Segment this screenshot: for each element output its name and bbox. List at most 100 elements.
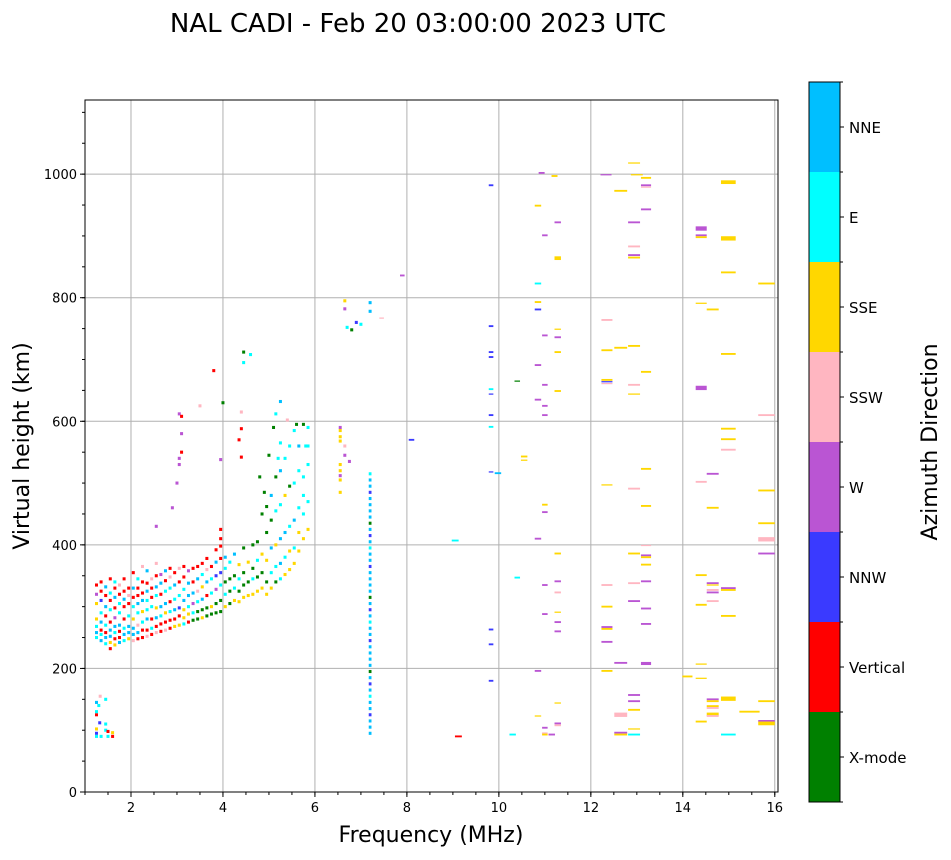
echo-point-vertical: [127, 602, 131, 606]
echo-point-sse: [628, 256, 641, 259]
echo-point-x-mode: [260, 571, 264, 575]
echo-point-e: [278, 503, 282, 507]
echo-point-e: [209, 591, 213, 595]
echo-point-vertical: [106, 729, 110, 733]
echo-point-ssw: [150, 577, 154, 581]
echo-point-sse: [628, 344, 641, 347]
echo-point-vertical: [182, 575, 186, 579]
echo-point-nne: [278, 561, 282, 565]
echo-point-w: [534, 537, 542, 540]
echo-point-e: [173, 597, 177, 601]
echo-point-vertical: [113, 606, 117, 610]
echo-point-e: [95, 710, 98, 714]
colorbar-segment: [809, 442, 840, 532]
echo-point-ssw: [706, 707, 719, 709]
echo-point-nne: [159, 581, 163, 585]
echo-point-sse: [288, 568, 292, 572]
echo-point-x-mode: [265, 580, 269, 584]
echo-point-nne: [368, 484, 372, 488]
echo-point-vertical: [108, 647, 112, 651]
echo-point-w: [706, 591, 719, 594]
y-tick-label: 400: [52, 539, 77, 554]
echo-point-nnw: [214, 574, 218, 578]
echo-point-w: [542, 613, 548, 615]
echo-point-e: [108, 608, 112, 612]
echo-point-vertical: [168, 566, 172, 570]
echo-point-e: [297, 506, 301, 510]
echo-point-x-mode: [265, 530, 269, 535]
echo-point-nne: [368, 614, 372, 618]
y-tick-label: 1000: [44, 168, 77, 183]
echo-point-w: [758, 552, 775, 555]
echo-point-ssw: [177, 566, 181, 570]
echo-point-ssw: [706, 715, 719, 717]
echo-point-vertical: [95, 583, 98, 587]
echo-point-ssw: [554, 591, 561, 594]
x-tick-label: 10: [491, 801, 508, 816]
echo-point-sse: [758, 721, 775, 726]
echo-point-vertical: [154, 624, 158, 628]
echo-point-vertical: [95, 713, 98, 717]
echo-point-sse: [154, 606, 158, 610]
echo-point-sse: [640, 370, 652, 373]
echo-point-sse: [534, 715, 542, 717]
echo-point-e: [288, 524, 292, 528]
echo-point-sse: [338, 435, 342, 439]
echo-point-sse: [614, 346, 628, 349]
echo-point-nne: [122, 597, 126, 601]
echo-point-sse: [695, 603, 707, 606]
echo-point-sse: [628, 708, 641, 711]
echo-point-nne: [154, 616, 158, 620]
echo-point-e: [168, 586, 172, 590]
echo-point-sse: [640, 505, 652, 507]
echo-point-sse: [283, 493, 287, 497]
echo-point-nne: [278, 469, 282, 473]
echo-point-w: [177, 462, 181, 467]
echo-point-nnw: [368, 639, 372, 643]
echo-point-sse: [554, 390, 561, 392]
echo-point-sse: [338, 462, 342, 467]
echo-point-ssw: [117, 583, 121, 587]
echo-point-w: [554, 630, 561, 633]
colorbar: X-mode Vertical NNW W SSW SSE E NNE: [808, 81, 906, 803]
echo-point-w: [640, 607, 652, 610]
echo-point-e: [191, 611, 195, 615]
echo-point-nne: [104, 585, 108, 589]
echo-point-nne: [368, 651, 372, 655]
echo-point-vertical: [159, 622, 163, 626]
echo-point-e: [136, 611, 140, 615]
echo-point-sse: [554, 328, 561, 330]
echo-point-e: [209, 577, 213, 581]
echo-point-w: [214, 587, 218, 591]
echo-point-e: [274, 509, 278, 513]
echo-point-x-mode: [368, 669, 372, 674]
x-tick-label: 14: [675, 801, 692, 816]
echo-point-vertical: [186, 620, 190, 624]
echo-point-w: [538, 171, 545, 174]
echo-point-e: [104, 623, 108, 627]
plot-frame: [84, 99, 779, 793]
echo-point-e: [99, 632, 103, 636]
echo-point-w: [534, 364, 542, 366]
echo-point-e: [223, 592, 227, 596]
echo-point-e: [274, 412, 278, 416]
echo-point-sse: [542, 733, 548, 736]
echo-point-sse: [554, 702, 561, 704]
echo-point-vertical: [136, 637, 140, 641]
echo-point-vertical: [219, 527, 223, 531]
echo-point-x-mode: [221, 401, 225, 405]
colorbar-segment: [809, 352, 840, 442]
echo-point-nne: [145, 569, 149, 573]
echo-point-vertical: [150, 632, 154, 636]
echo-point-x-mode: [301, 422, 305, 426]
colorbar-label-vertical: Vertical: [849, 659, 905, 677]
echo-point-w: [706, 698, 719, 701]
echo-point-e: [150, 605, 154, 609]
echo-point-w: [720, 587, 736, 590]
echo-point-w: [338, 474, 342, 478]
echo-point-nnw: [534, 308, 542, 311]
echo-point-w: [758, 720, 775, 722]
echo-point-nne: [368, 309, 372, 313]
echo-point-nne: [232, 552, 236, 556]
echo-point-sse: [706, 705, 719, 708]
